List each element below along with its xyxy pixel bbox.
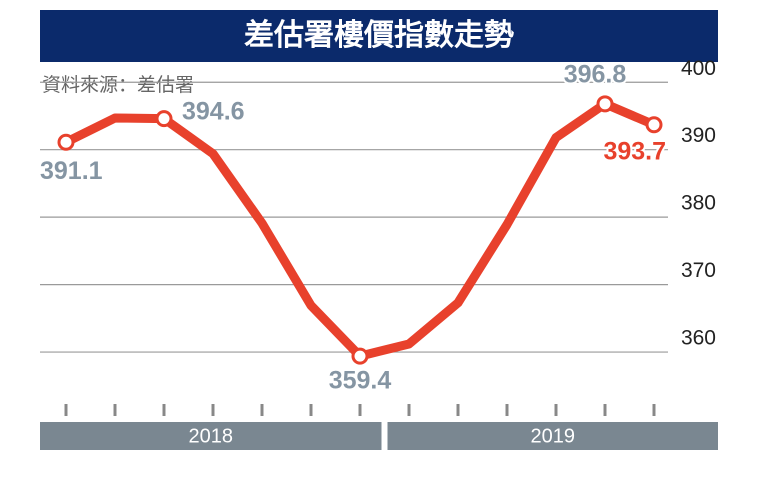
y-tick-label: 400	[681, 57, 716, 80]
source-note: 資料來源：差估署	[42, 74, 194, 96]
y-tick-label: 360	[681, 327, 716, 350]
y-tick-label: 370	[681, 259, 716, 282]
title-bar	[40, 10, 718, 62]
marker	[57, 133, 75, 151]
data-label: 359.4	[329, 367, 392, 395]
marker	[596, 95, 614, 113]
chart-title: 差估署樓價指數走勢	[244, 19, 514, 52]
data-label: 393.7	[603, 137, 666, 165]
x-group-label: 2019	[531, 425, 576, 447]
year-band	[387, 422, 718, 450]
data-label: 396.8	[564, 60, 627, 88]
line	[61, 99, 659, 361]
y-tick-label: 390	[681, 124, 716, 147]
data-label: 394.6	[182, 97, 245, 125]
x-group-label: 2018	[189, 425, 234, 447]
data-label: 391.1	[40, 157, 103, 185]
marker	[155, 110, 173, 128]
marker	[351, 347, 369, 365]
marker	[645, 116, 663, 134]
year-band	[40, 422, 382, 450]
y-tick-label: 380	[681, 192, 716, 215]
